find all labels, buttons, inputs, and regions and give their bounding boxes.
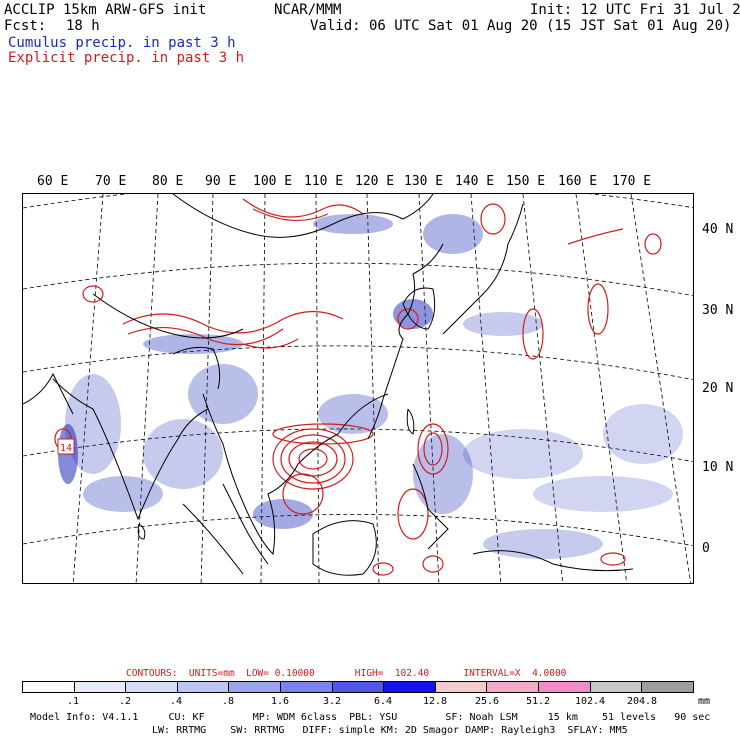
lon-label-100e: 100 E bbox=[253, 174, 293, 189]
lon-label-120e: 120 E bbox=[355, 174, 395, 189]
coast-philippines bbox=[412, 463, 449, 550]
lon-label-110e: 110 E bbox=[304, 174, 344, 189]
lon-label-60e: 60 E bbox=[37, 174, 69, 189]
meridian-70e bbox=[72, 194, 104, 583]
border-himalaya bbox=[92, 293, 244, 339]
parallel-40n bbox=[23, 194, 693, 209]
lat-label-20n: 20 N bbox=[702, 381, 734, 396]
contours-info: CONTOURS: UNITS=mm LOW= 0.10000 HIGH= 10… bbox=[126, 668, 567, 679]
colorbar-swatch-10 bbox=[539, 682, 591, 692]
coast-japan bbox=[442, 203, 524, 335]
colorbar-swatch-2 bbox=[126, 682, 178, 692]
coast-borneo bbox=[312, 520, 377, 576]
meridian-110e bbox=[315, 194, 320, 583]
colorbar-tick: .8 bbox=[221, 696, 235, 707]
header-fcst-label: Fcst: bbox=[4, 18, 47, 34]
colorbar-swatch-5 bbox=[281, 682, 333, 692]
coastlines bbox=[23, 194, 634, 576]
meridian-80e bbox=[135, 194, 159, 583]
colorbar-tick: .4 bbox=[169, 696, 183, 707]
coast-sumatra bbox=[182, 503, 244, 575]
colorbar-swatch-1 bbox=[74, 682, 127, 692]
parallel-0 bbox=[23, 514, 693, 547]
lat-label-10n: 10 N bbox=[702, 460, 734, 475]
colorbar-tick: 3.2 bbox=[322, 696, 342, 707]
model-info-line2: LW: RRTMG SW: RRTMG DIFF: simple KM: 2D … bbox=[152, 725, 628, 736]
colorbar-tick: 25.6 bbox=[474, 696, 500, 707]
colorbar-tick: .2 bbox=[118, 696, 132, 707]
colorbar-swatch-11 bbox=[590, 682, 643, 692]
colorbar-tick: 6.4 bbox=[373, 696, 393, 707]
coast-china bbox=[367, 243, 444, 440]
coast-malaya bbox=[222, 483, 269, 565]
explicit-precip bbox=[54, 198, 662, 576]
border-central bbox=[172, 346, 221, 390]
precip-map: 14 bbox=[22, 193, 694, 584]
coast-new-guinea bbox=[472, 550, 634, 572]
coast-korea bbox=[402, 287, 436, 330]
lon-label-150e: 150 E bbox=[506, 174, 546, 189]
lon-label-170e: 170 E bbox=[612, 174, 652, 189]
station-marker bbox=[57, 438, 75, 455]
colorbar-swatch-3 bbox=[177, 682, 230, 692]
header-fcst-value: 18 h bbox=[66, 18, 100, 34]
lon-label-130e: 130 E bbox=[404, 174, 444, 189]
colorbar-tick: 204.8 bbox=[626, 696, 658, 707]
parallel-20n bbox=[23, 345, 693, 381]
coast-india bbox=[52, 378, 209, 521]
colorbar bbox=[22, 681, 694, 693]
lat-label-40n: 40 N bbox=[702, 222, 734, 237]
colorbar-swatch-12 bbox=[642, 682, 693, 692]
meridian-120e bbox=[366, 194, 380, 583]
lon-label-90e: 90 E bbox=[205, 174, 237, 189]
header-valid: Valid: 06 UTC Sat 01 Aug 20 (15 JST Sat … bbox=[310, 18, 732, 34]
colorbar-tick: 1.6 bbox=[270, 696, 290, 707]
colorbar-swatch-8 bbox=[435, 682, 488, 692]
header-center: NCAR/MMM bbox=[274, 2, 342, 18]
header-title: ACCLIP 15km ARW-GFS init bbox=[4, 2, 207, 18]
cumulus-precip bbox=[58, 214, 683, 559]
meridian-140e bbox=[470, 194, 502, 583]
meridian-90e bbox=[200, 194, 214, 583]
lon-label-80e: 80 E bbox=[152, 174, 184, 189]
colorbar-swatch-0 bbox=[23, 682, 75, 692]
colorbar-tick: 102.4 bbox=[574, 696, 606, 707]
colorbar-swatch-6 bbox=[332, 682, 385, 692]
legend-cumulus: Cumulus precip. in past 3 h bbox=[8, 35, 236, 51]
colorbar-swatch-4 bbox=[229, 682, 282, 692]
lon-label-140e: 140 E bbox=[455, 174, 495, 189]
meridian-130e bbox=[418, 194, 440, 583]
meridian-100e bbox=[260, 194, 266, 583]
coast-taiwan bbox=[406, 408, 415, 435]
header-init: Init: 12 UTC Fri 31 Jul 20 bbox=[530, 2, 740, 18]
model-info-line1: Model Info: V4.1.1 CU: KF MP: WDM 6class… bbox=[30, 712, 711, 723]
meridian-160e bbox=[575, 194, 628, 583]
colorbar-tick: 51.2 bbox=[525, 696, 551, 707]
parallel-10n bbox=[23, 428, 693, 463]
meridian-170e bbox=[630, 194, 692, 583]
coast-arabia bbox=[23, 372, 74, 415]
border-mongolia bbox=[172, 194, 434, 238]
map-canvas: 14 bbox=[23, 194, 693, 583]
colorbar-units: mm bbox=[698, 696, 711, 707]
colorbar-swatch-7 bbox=[384, 682, 436, 692]
colorbar-tick: 12.8 bbox=[422, 696, 448, 707]
station-label: 14 bbox=[60, 443, 72, 454]
coast-srilanka bbox=[137, 523, 146, 540]
lat-label-30n: 30 N bbox=[702, 303, 734, 318]
parallel-30n bbox=[23, 262, 693, 297]
graticule bbox=[23, 194, 693, 583]
legend-explicit: Explicit precip. in past 3 h bbox=[8, 50, 245, 66]
lon-label-70e: 70 E bbox=[95, 174, 127, 189]
colorbar-swatch-9 bbox=[487, 682, 540, 692]
colorbar-tick: .1 bbox=[66, 696, 80, 707]
meridian-150e bbox=[522, 194, 564, 583]
lat-label-0: 0 bbox=[702, 541, 710, 556]
coast-indochina bbox=[202, 393, 389, 556]
lon-label-160e: 160 E bbox=[558, 174, 598, 189]
